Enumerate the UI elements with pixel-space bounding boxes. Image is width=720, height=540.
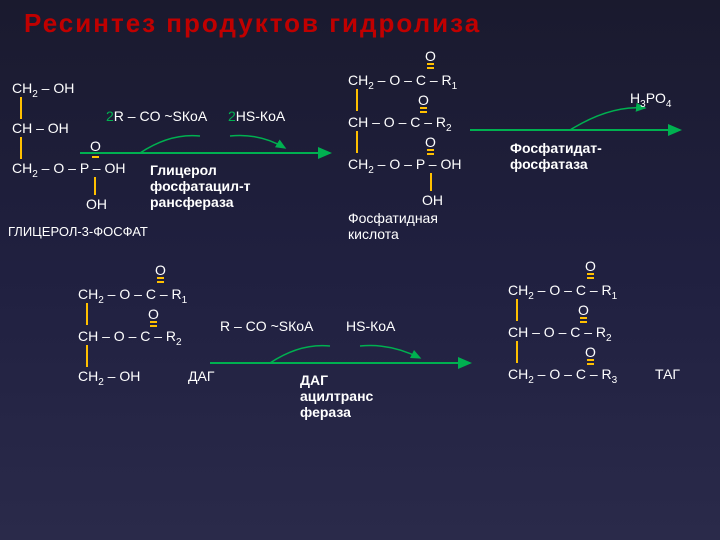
- dag-o1: O: [155, 262, 166, 278]
- dbl-pa3: [427, 149, 434, 155]
- bond-v2: [20, 137, 22, 159]
- tag-line2: CH – O – C – R2: [508, 324, 612, 344]
- dag-line1: CH2 – O – C – R1: [78, 286, 187, 306]
- dbl-d2: [150, 321, 157, 327]
- pa-line1: CH2 – O – C – R1: [348, 72, 457, 92]
- tag-o2: O: [578, 302, 589, 318]
- pa-line3: CH2 – O – P – OH: [348, 156, 461, 176]
- dbl-pa1: [427, 63, 434, 69]
- bond-v3: [94, 177, 96, 195]
- enzyme-2: Фосфатидат- фосфатаза: [510, 140, 602, 172]
- pa-o2: O: [418, 92, 429, 108]
- dbl-t1: [587, 273, 594, 279]
- pa-o1: O: [425, 48, 436, 64]
- dag-line3: CH2 – OH: [78, 368, 140, 388]
- dbl-t3: [587, 359, 594, 365]
- tag-line1: CH2 – O – C – R1: [508, 282, 617, 302]
- dag-line2: CH – O – C – R2: [78, 328, 182, 348]
- dbl-d1: [157, 277, 164, 283]
- enzyme-3: ДАГ ацилтранс фераза: [300, 372, 373, 420]
- slide-title: Ресинтез продуктов гидролиза: [0, 0, 720, 39]
- g3p-line2: CH – OH: [12, 120, 69, 136]
- g3p-oh: OH: [86, 196, 107, 212]
- pa-line2: CH – O – C – R2: [348, 114, 452, 134]
- pa-bv1: [356, 89, 358, 111]
- tag-o3: O: [585, 344, 596, 360]
- dag-bv2: [86, 345, 88, 367]
- reagent4: HS-КоА: [346, 318, 395, 334]
- dbl-pa2: [420, 107, 427, 113]
- pa-bv3: [430, 173, 432, 191]
- tag-o1: O: [585, 258, 596, 274]
- dag-o2: O: [148, 306, 159, 322]
- pa-label: Фосфатидная кислота: [348, 210, 438, 242]
- enzyme-1: Глицерол фосфатацил-т рансфераза: [150, 162, 251, 210]
- dag-bv1: [86, 303, 88, 325]
- dbl-t2: [580, 317, 587, 323]
- pa-oh: OH: [422, 192, 443, 208]
- tag-line3: CH2 – O – C – R3: [508, 366, 617, 386]
- g3p-label: ГЛИЦЕРОЛ-3-ФОСФАТ: [8, 224, 148, 239]
- tag-bv1: [516, 299, 518, 321]
- h3po4: H3PO4: [630, 90, 671, 110]
- reagent3: R – CO ~SКоА: [220, 318, 313, 334]
- pa-bv2: [356, 131, 358, 153]
- reagent1: 2R – CO ~SКоА: [106, 108, 207, 124]
- pa-o3: O: [425, 134, 436, 150]
- bond-v1: [20, 97, 22, 119]
- tag-label: ТАГ: [655, 366, 680, 382]
- reagent2: 2HS-КоА: [228, 108, 285, 124]
- tag-bv2: [516, 341, 518, 363]
